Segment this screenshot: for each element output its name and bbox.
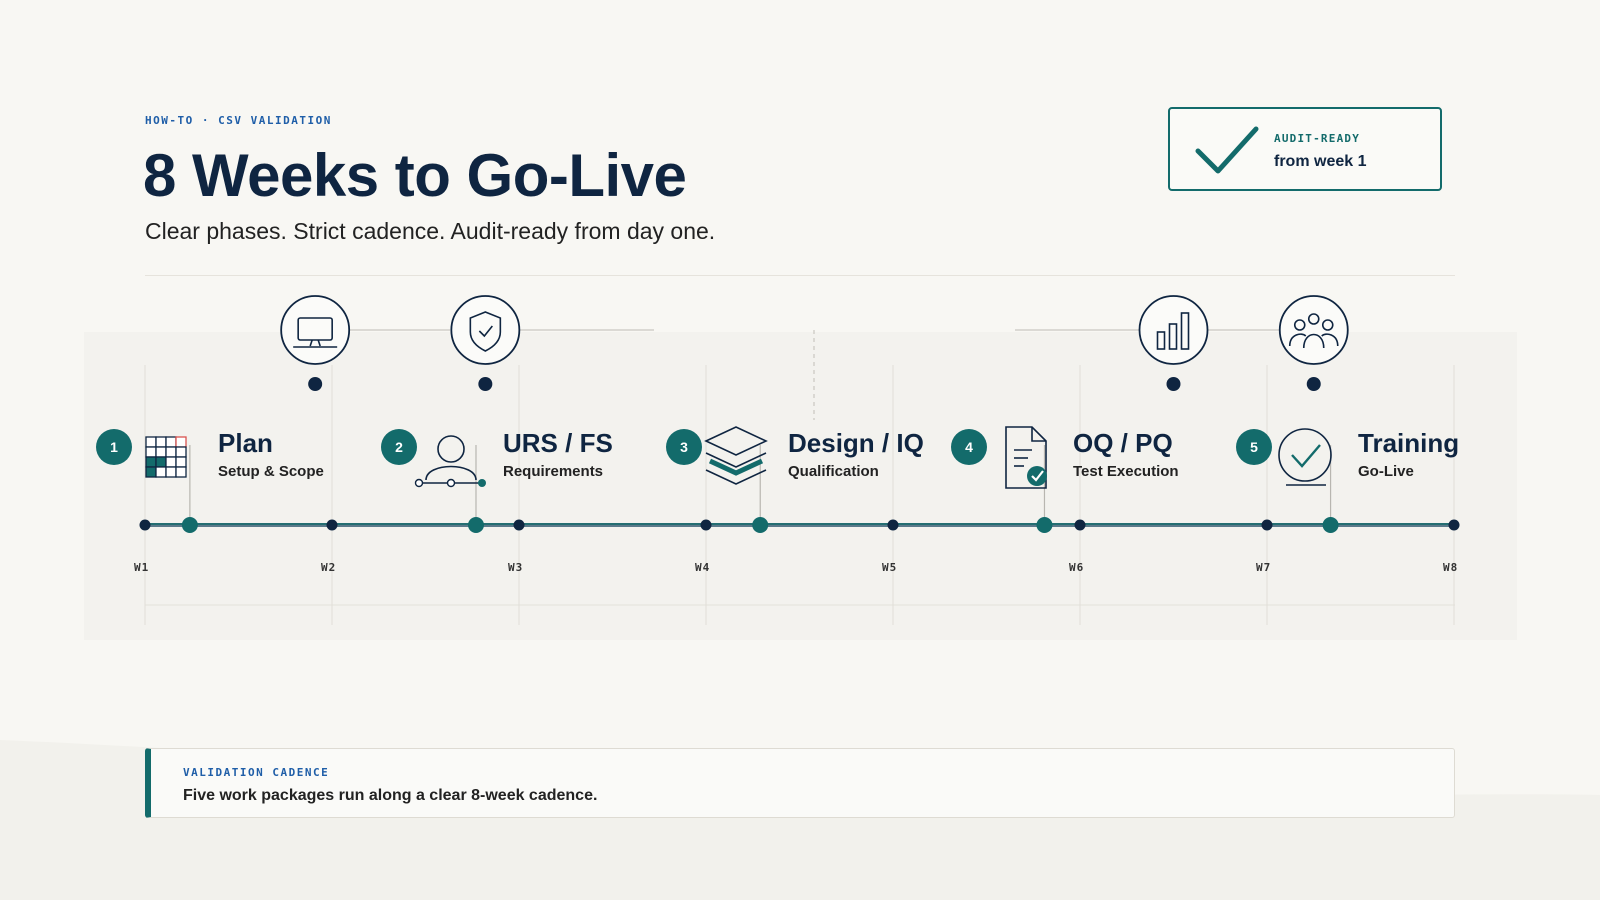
phase-subtitle: Requirements: [503, 463, 604, 480]
phase-title: Design / IQ: [788, 428, 924, 458]
page-title: 8 Weeks to Go-Live: [143, 142, 687, 209]
milestone-marker: [752, 517, 769, 533]
week-tick-dot: [326, 519, 338, 531]
layers-icon: [704, 426, 768, 485]
week-label: W5: [882, 561, 898, 574]
check-circle-icon: [1278, 428, 1332, 486]
document-check-icon: [1005, 426, 1047, 489]
top-marker-dot: [308, 377, 323, 391]
grid-icon: [145, 436, 187, 478]
top-marker-circle: [450, 295, 521, 365]
phase-title: Plan: [218, 428, 273, 458]
phase-number-badge: 2: [381, 429, 417, 465]
week-label: W2: [321, 561, 337, 574]
phase-title: Training: [1358, 428, 1460, 458]
phase-subtitle: Test Execution: [1073, 463, 1179, 480]
audit-ready-value: from week 1: [1274, 153, 1367, 170]
note-text: Five work packages run along a clear 8-w…: [183, 787, 598, 804]
top-marker-circle: [1278, 295, 1349, 365]
week-label: W8: [1443, 561, 1459, 574]
week-label: W3: [508, 561, 524, 574]
week-label: W6: [1069, 561, 1085, 574]
phase-subtitle: Qualification: [788, 463, 879, 480]
page-subtitle: Clear phases. Strict cadence. Audit-read…: [145, 218, 716, 244]
phase-number-badge: 4: [951, 429, 987, 465]
week-tick-dot: [513, 519, 525, 531]
phase-number-badge: 5: [1236, 429, 1272, 465]
week-label: W4: [695, 561, 711, 574]
bar-chart-icon: [1156, 312, 1190, 350]
week-tick-dot: [887, 519, 899, 531]
week-tick-dot: [1261, 519, 1273, 531]
phase-title: OQ / PQ: [1073, 428, 1173, 458]
eyebrow-label: HOW-TO · CSV VALIDATION: [145, 114, 332, 127]
audit-ready-card: AUDIT-READY from week 1: [1168, 107, 1442, 191]
phase-subtitle: Setup & Scope: [218, 463, 324, 480]
top-marker-dot: [1166, 377, 1181, 391]
people-icon: [1288, 313, 1339, 349]
note-label: VALIDATION CADENCE: [183, 766, 330, 779]
top-marker-circle: [280, 295, 351, 365]
phase-number-badge: 3: [666, 429, 702, 465]
top-marker-dot: [1306, 377, 1321, 391]
monitor-icon: [293, 317, 338, 348]
phase-number-badge: 1: [96, 429, 132, 465]
phase-title: URS / FS: [503, 428, 613, 458]
phase-subtitle: Go-Live: [1358, 463, 1414, 480]
week-label: W1: [134, 561, 150, 574]
week-tick-dot: [139, 519, 151, 531]
cadence-note: VALIDATION CADENCE Five work packages ru…: [145, 748, 1455, 818]
milestone-marker: [1322, 517, 1339, 533]
user-network-icon: [414, 435, 486, 488]
milestone-marker: [181, 517, 198, 533]
top-marker-circle: [1138, 295, 1209, 365]
week-tick-dot: [1074, 519, 1086, 531]
top-marker-dot: [478, 377, 493, 391]
week-tick-dot: [1448, 519, 1460, 531]
week-tick-dot: [700, 519, 712, 531]
timeline-panel: [84, 332, 1517, 640]
shield-check-icon: [469, 311, 502, 352]
milestone-marker: [467, 517, 484, 533]
week-label: W7: [1256, 561, 1272, 574]
audit-ready-label: AUDIT-READY: [1274, 132, 1361, 145]
milestone-marker: [1036, 517, 1053, 533]
header-divider: [145, 275, 1455, 276]
check-icon: [1195, 126, 1259, 174]
